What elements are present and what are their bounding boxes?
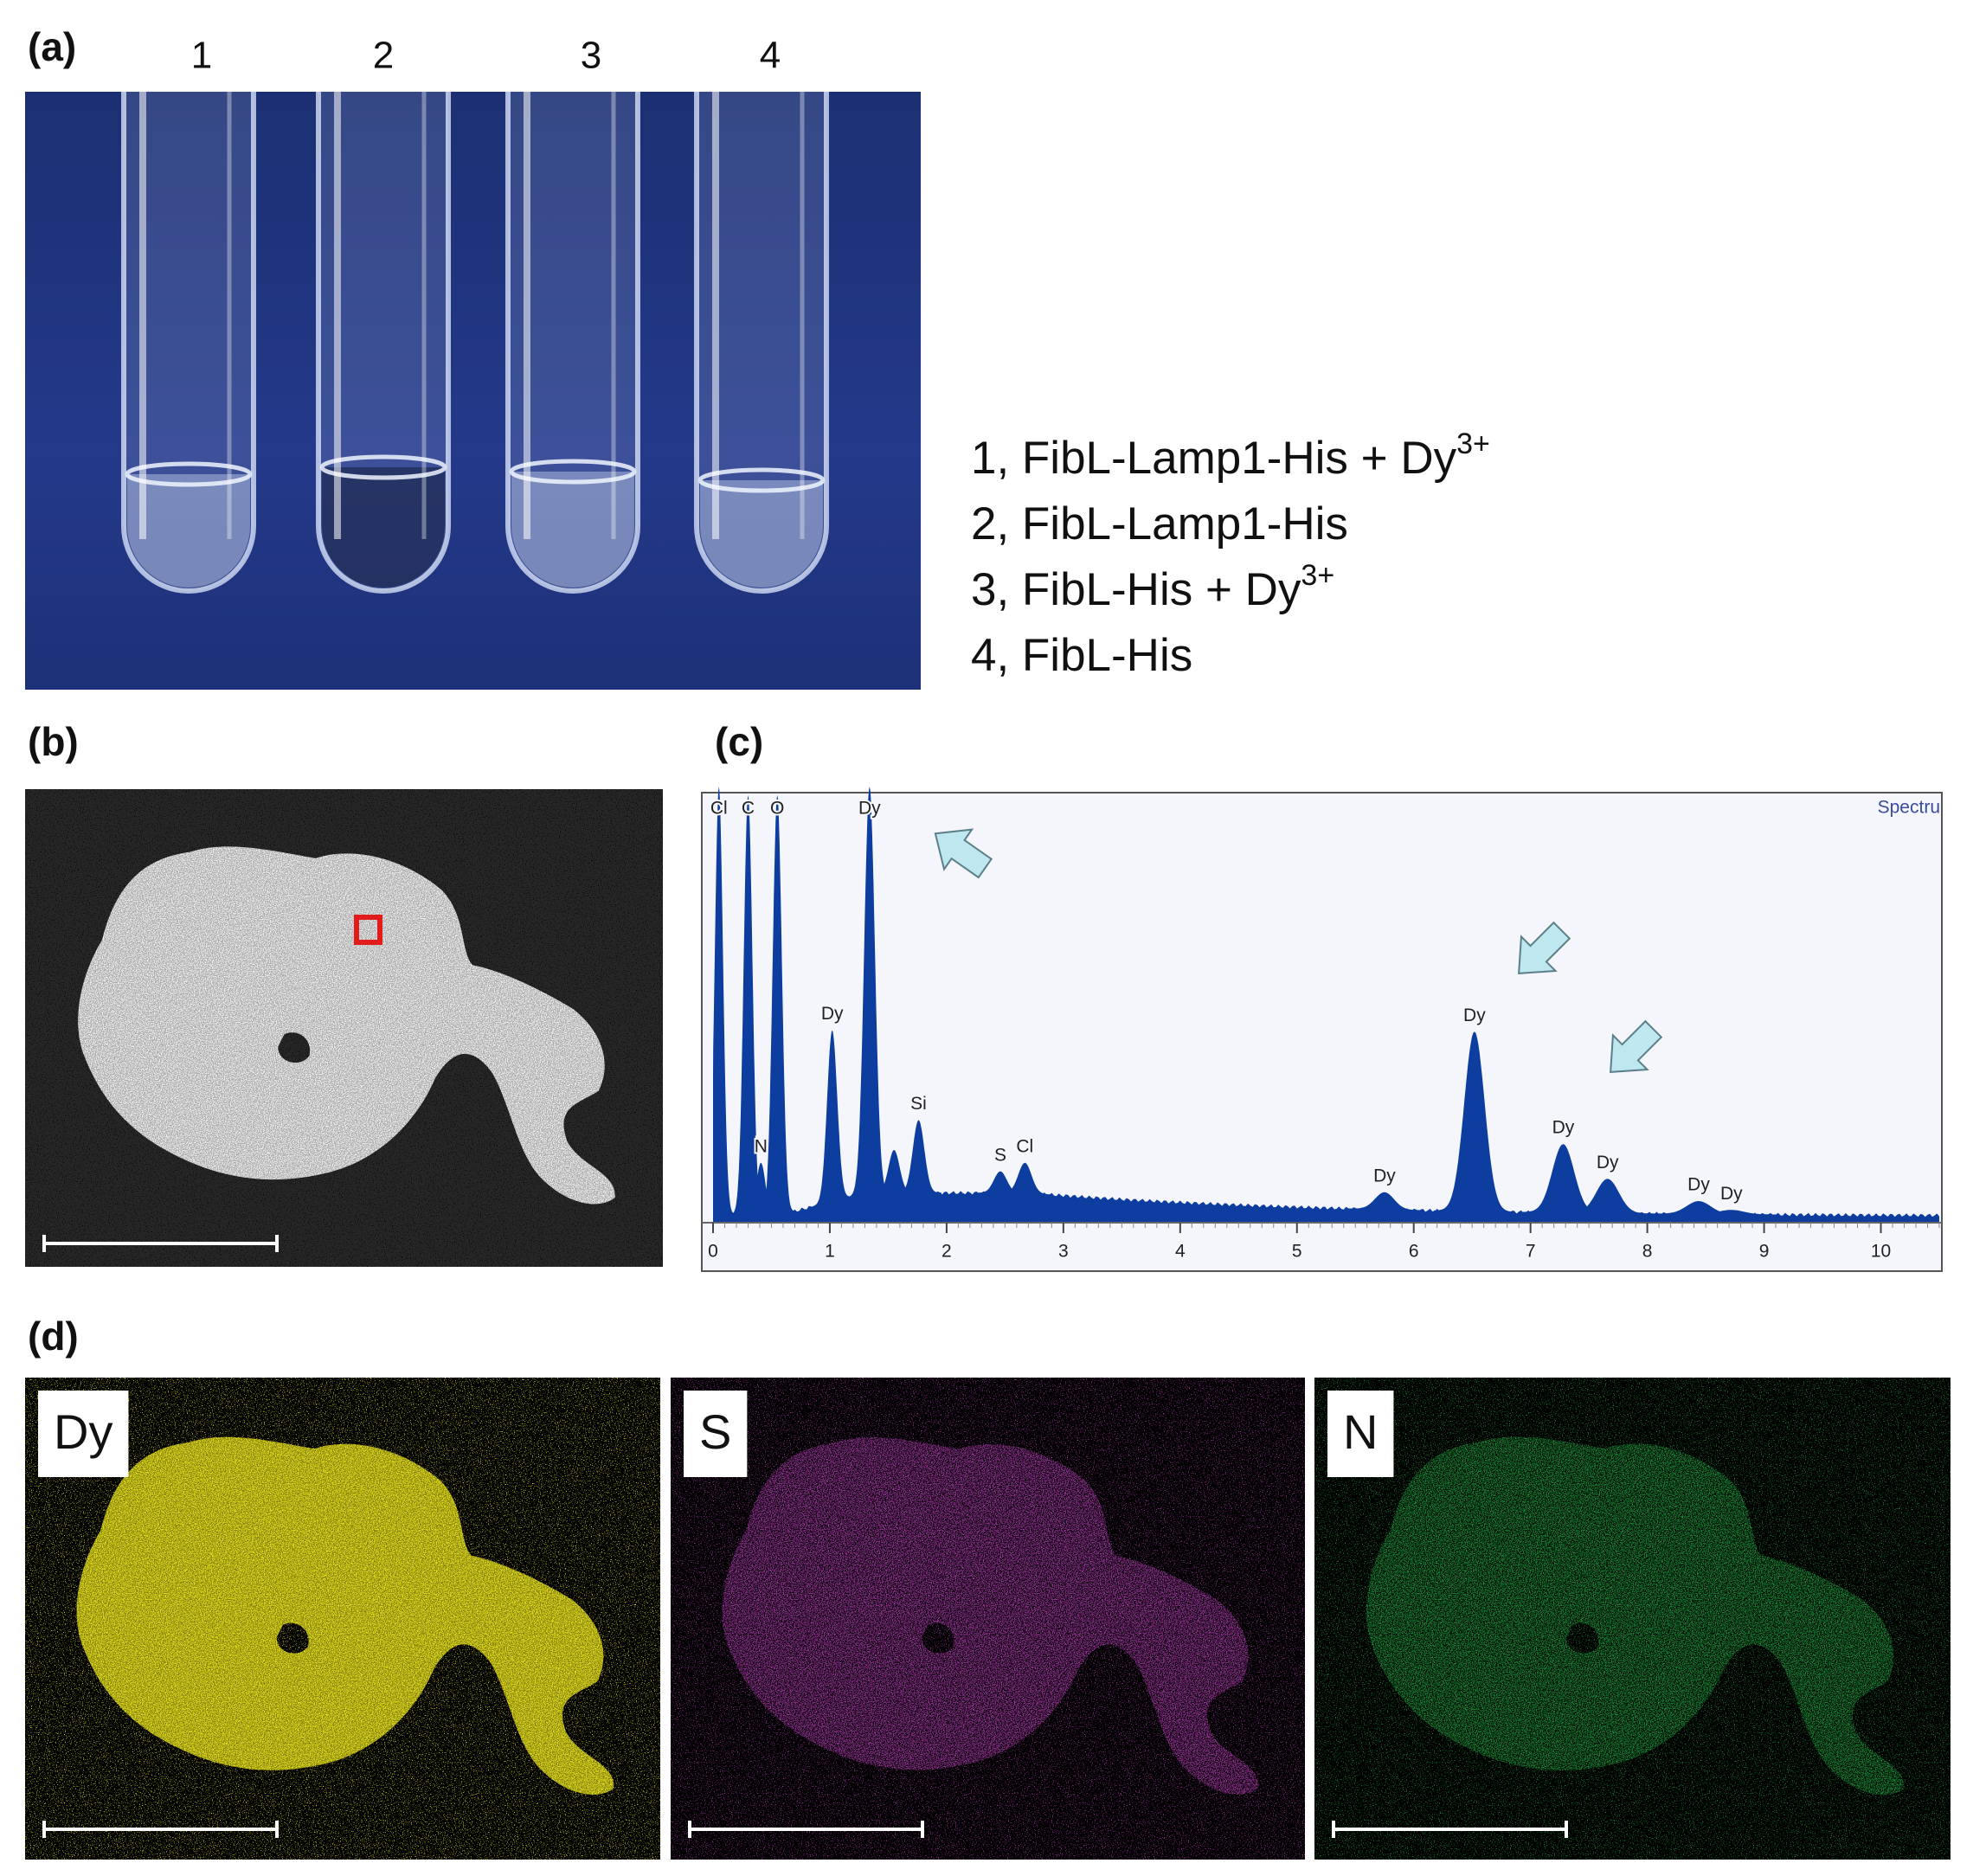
spectrum-title: Spectru [1878, 798, 1940, 818]
peak-label: O [770, 799, 784, 819]
x-tick-label: 10 [1871, 1242, 1891, 1262]
peak [1682, 1210, 1781, 1223]
arrow [934, 828, 993, 879]
meniscus [319, 454, 447, 480]
tube-glass [318, 92, 448, 591]
legend-entry: 2, FibL-Lamp1-His [971, 498, 1348, 549]
legend-entry: 1, FibL-Lamp1-His + Dy3+ [971, 427, 1490, 484]
scale-bar [42, 1235, 279, 1252]
tube-photo [25, 92, 921, 690]
legend-superscript: 3+ [1301, 559, 1334, 592]
peak-label: Cl [710, 799, 728, 819]
peak-label: S [994, 1145, 1006, 1165]
legend: 1, FibL-Lamp1-His + Dy3+2, FibL-Lamp1-Hi… [971, 427, 1490, 681]
peak-label: Dy [1463, 1005, 1486, 1025]
tube-outline [316, 92, 451, 594]
peak [1520, 1144, 1607, 1223]
meniscus [125, 461, 253, 487]
legend-text: 3, FibL-His + Dy [971, 564, 1301, 615]
scale-bar [1332, 1821, 1568, 1838]
x-tick-label: 9 [1759, 1242, 1770, 1262]
eds-spectrum: Cl C N O Dy Dy Si S Cl Dy Dy Dy Dy Dy Dy 0 1 2 3 4 5 6 7 8 9 10 Sp… [701, 787, 1943, 1272]
peak [1346, 1192, 1423, 1223]
tube-glass [508, 92, 638, 591]
peak [759, 795, 796, 1223]
peak-label: Dy [1373, 1166, 1396, 1185]
tube-number: 1 [191, 35, 212, 77]
map-label: Dy [54, 1404, 112, 1459]
tube-number: 3 [581, 35, 601, 77]
tube-outline [694, 92, 829, 594]
legend-text: 4, FibL-His [971, 630, 1192, 681]
peak-label: C [742, 799, 755, 819]
x-tick-label: 4 [1175, 1242, 1186, 1262]
legend-superscript: 3+ [1456, 427, 1490, 460]
meniscus [697, 467, 826, 493]
x-tick-label: 1 [825, 1242, 835, 1262]
x-tick-label: 8 [1642, 1242, 1653, 1262]
peak-label: N [755, 1136, 768, 1156]
tube-number: 4 [760, 35, 781, 77]
peak [998, 1162, 1051, 1223]
peak [848, 787, 891, 1223]
map-label-box [1327, 1391, 1394, 1477]
x-tick-label: 0 [708, 1242, 718, 1262]
panel-label: (c) [715, 719, 763, 764]
map-label-box [684, 1391, 748, 1477]
scale-bar [42, 1821, 279, 1838]
legend-entry: 4, FibL-His [971, 630, 1192, 681]
x-tick-label: 7 [1526, 1242, 1536, 1262]
peak-label: Dy [821, 1004, 844, 1024]
x-tick-label: 5 [1292, 1242, 1302, 1262]
peak [812, 1030, 852, 1223]
element-maps: Dy S N [25, 1378, 1951, 1860]
panel-label: (a) [28, 24, 76, 69]
tube-number: 2 [373, 35, 394, 77]
peak-label: Cl [1016, 1136, 1033, 1156]
peak-label: Dy [1720, 1184, 1743, 1204]
panel-label: (d) [28, 1314, 79, 1359]
peak-label: Dy [1597, 1153, 1619, 1172]
peak-label: Si [910, 1094, 927, 1114]
x-tick-label: 3 [1058, 1242, 1069, 1262]
panel-label: (b) [28, 719, 79, 764]
x-tick-label: 2 [942, 1242, 952, 1262]
peak-label: Dy [1552, 1118, 1575, 1138]
tube-liquid [700, 480, 823, 588]
legend-entry: 3, FibL-His + Dy3+ [971, 559, 1334, 615]
map-label: S [699, 1404, 731, 1459]
tube-liquid [322, 467, 445, 588]
peak-label: Dy [858, 799, 881, 819]
peak [1433, 1031, 1515, 1223]
arrow [1518, 921, 1571, 974]
peak [896, 1120, 942, 1223]
tube-liquid [127, 474, 250, 588]
tube-liquid [511, 472, 634, 588]
peak [713, 787, 736, 1223]
legend-text: 1, FibL-Lamp1-His + Dy [971, 433, 1457, 484]
peak [730, 795, 766, 1223]
sem-image [25, 789, 663, 1267]
map-label: N [1343, 1404, 1378, 1459]
peak [1562, 1179, 1653, 1223]
tube-glass [697, 92, 826, 591]
legend-text: 2, FibL-Lamp1-His [971, 498, 1348, 549]
tube-outline [505, 92, 640, 594]
meniscus [509, 459, 637, 485]
scale-bar [688, 1821, 924, 1838]
tube-outline [121, 92, 256, 594]
arrow [1610, 1019, 1663, 1073]
x-tick-label: 6 [1409, 1242, 1419, 1262]
selection-box [354, 915, 382, 945]
map-label-box [38, 1391, 129, 1477]
peak-label: Dy [1687, 1175, 1710, 1195]
